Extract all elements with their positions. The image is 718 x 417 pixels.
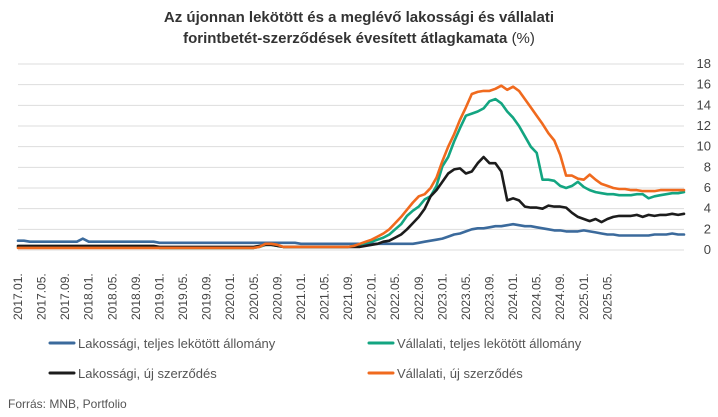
y-tick-label: 12 — [697, 118, 711, 133]
x-tick-label: 2020.01. — [223, 273, 237, 320]
y-tick-label: 14 — [697, 97, 711, 112]
y-tick-label: 4 — [704, 201, 711, 216]
gridlines — [18, 63, 684, 251]
legend: Lakossági, teljes lekötött állomány Válla… — [48, 336, 582, 381]
y-tick-label: 18 — [697, 56, 711, 71]
chart-title-line-2: forintbetét-szerződések évesített átlagk… — [0, 28, 718, 49]
y-tick-label: 2 — [704, 221, 711, 236]
series-lines — [16, 84, 686, 250]
y-axis: 0 2 4 6 8 10 12 14 16 18 — [697, 56, 711, 257]
series-line — [16, 84, 686, 250]
legend-item: Vállalati, új szerződés — [367, 366, 523, 381]
x-tick-label: 2018.05. — [105, 273, 119, 320]
x-tick-label: 2017.05. — [35, 273, 49, 320]
x-tick-label: 2020.05. — [247, 273, 261, 320]
x-tick-label: 2024.05. — [530, 273, 544, 320]
x-tick-label: 2022.01. — [365, 273, 379, 320]
y-tick-label: 16 — [697, 77, 711, 92]
series-line — [16, 97, 686, 250]
x-axis: 2017.01. 2017.05. 2017.09. 2018.01. 2018.05.… — [11, 273, 614, 320]
x-tick-label: 2024.01. — [506, 273, 520, 320]
legend-item: Lakossági, teljes lekötött állomány — [48, 336, 276, 351]
y-tick-label: 8 — [704, 159, 711, 174]
legend-label: Lakossági, teljes lekötött állomány — [78, 336, 276, 351]
chart-title: Az újonnan lekötött és a meglévő lakossá… — [0, 7, 718, 49]
x-tick-label: 2018.09. — [129, 273, 143, 320]
chart-title-line-1: Az újonnan lekötött és a meglévő lakossá… — [163, 9, 555, 26]
series-line — [16, 155, 686, 249]
y-tick-label: 6 — [704, 180, 711, 195]
x-tick-label: 2022.09. — [412, 273, 426, 320]
x-tick-label: 2017.09. — [58, 273, 72, 320]
x-tick-label: 2025.01. — [577, 273, 591, 320]
series-line — [16, 222, 686, 246]
source-note: Forrás: MNB, Portfolio — [8, 397, 127, 411]
chart-title-line-2-text: forintbetét-szerződések évesített átlagk… — [183, 30, 508, 47]
x-tick-label: 2025.05. — [600, 273, 614, 320]
x-tick-label: 2019.01. — [152, 273, 166, 320]
x-tick-label: 2023.01. — [435, 273, 449, 320]
x-tick-label: 2021.05. — [317, 273, 331, 320]
x-tick-label: 2020.09. — [270, 273, 284, 320]
y-tick-label: 0 — [704, 242, 711, 257]
x-tick-label: 2019.05. — [176, 273, 190, 320]
x-tick-label: 2023.09. — [483, 273, 497, 320]
x-tick-label: 2017.01. — [11, 273, 25, 320]
legend-label: Vállalati, teljes lekötött állomány — [397, 336, 582, 351]
x-tick-label: 2021.01. — [294, 273, 308, 320]
legend-label: Lakossági, új szerződés — [78, 366, 217, 381]
legend-item: Lakossági, új szerződés — [48, 366, 217, 381]
x-tick-label: 2023.05. — [459, 273, 473, 320]
x-tick-label: 2018.01. — [82, 273, 96, 320]
legend-label: Vállalati, új szerződés — [397, 366, 523, 381]
legend-item: Vállalati, teljes lekötött állomány — [367, 336, 582, 351]
x-tick-label: 2022.05. — [388, 273, 402, 320]
y-tick-label: 10 — [697, 139, 711, 154]
chart-title-unit: (%) — [511, 30, 535, 47]
x-tick-label: 2024.09. — [553, 273, 567, 320]
x-tick-label: 2021.09. — [341, 273, 355, 320]
x-tick-label: 2019.09. — [200, 273, 214, 320]
